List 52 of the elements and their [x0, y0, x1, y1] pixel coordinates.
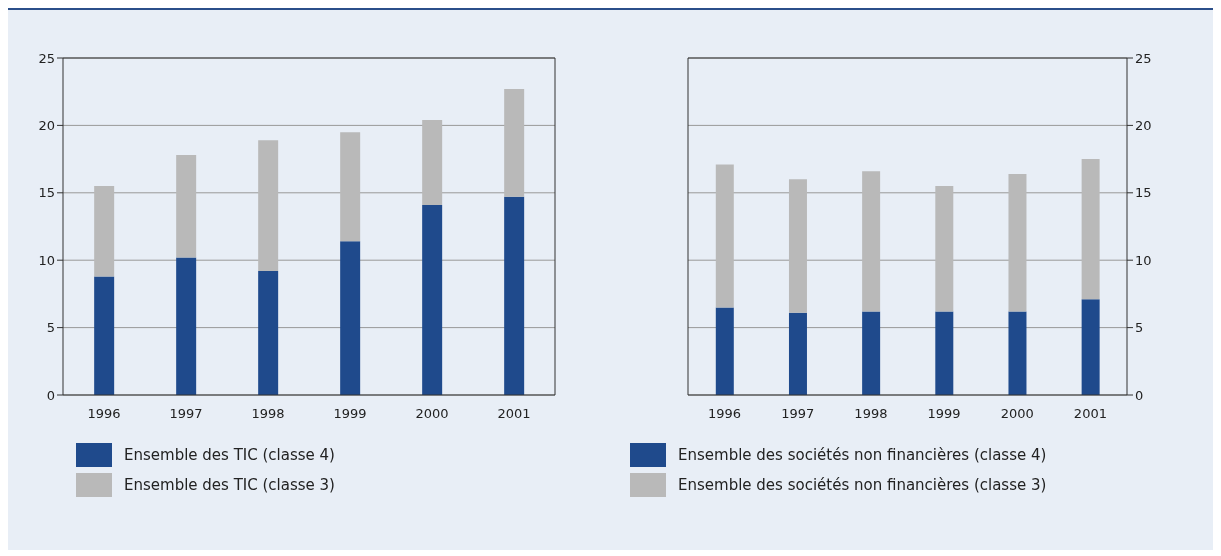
- x-tick-label: 1998: [854, 406, 888, 422]
- bar: [935, 311, 954, 395]
- bar: [862, 311, 881, 395]
- bar: [340, 241, 361, 395]
- bar: [1008, 173, 1027, 312]
- bar: [176, 155, 197, 258]
- y-tick-label: 0: [46, 387, 55, 403]
- y-tick-label: 0: [1135, 387, 1144, 403]
- x-tick-label: 1999: [927, 406, 961, 422]
- y-tick-label: 15: [1135, 185, 1152, 201]
- legend-label: Ensemble des TIC (classe 3): [124, 476, 335, 494]
- bar: [176, 257, 197, 395]
- x-tick-label: 1997: [781, 406, 815, 422]
- bar: [504, 196, 525, 395]
- x-tick-label: 1996: [87, 406, 121, 422]
- x-tick-label: 1996: [708, 406, 742, 422]
- bar: [1081, 159, 1100, 300]
- y-tick-label: 25: [38, 50, 55, 66]
- x-tick-label: 2001: [1073, 406, 1107, 422]
- x-tick-label: 2000: [415, 406, 449, 422]
- y-tick-label: 20: [1135, 118, 1152, 134]
- y-tick-label: 25: [1135, 50, 1152, 66]
- bar: [788, 312, 807, 395]
- x-tick-label: 2000: [1000, 406, 1034, 422]
- y-tick-label: 5: [1135, 320, 1144, 336]
- y-tick-label: 20: [38, 118, 55, 134]
- x-tick-label: 1997: [169, 406, 203, 422]
- x-tick-label: 1998: [251, 406, 285, 422]
- legend-label: Ensemble des sociétés non financières (classe 3): [678, 476, 1047, 494]
- bar: [504, 89, 525, 197]
- bar: [258, 270, 279, 395]
- bar: [788, 179, 807, 313]
- y-tick-label: 10: [1135, 252, 1152, 268]
- x-tick-label: 2001: [497, 406, 531, 422]
- legend-label: Ensemble des sociétés non financières (classe 4): [678, 446, 1047, 464]
- bar: [422, 120, 443, 205]
- bar: [94, 186, 115, 277]
- legend-label: Ensemble des TIC (classe 4): [124, 446, 335, 464]
- bar: [340, 132, 361, 242]
- bar: [715, 164, 734, 308]
- bar: [94, 276, 115, 395]
- bar: [1008, 311, 1027, 395]
- bar: [258, 140, 279, 271]
- y-tick-label: 15: [38, 185, 55, 201]
- bar: [1081, 299, 1100, 395]
- x-tick-label: 1999: [333, 406, 367, 422]
- bar: [862, 171, 881, 312]
- bar: [715, 307, 734, 395]
- bar: [422, 204, 443, 395]
- y-tick-label: 5: [46, 320, 55, 336]
- bar: [935, 186, 954, 312]
- y-tick-label: 10: [38, 252, 55, 268]
